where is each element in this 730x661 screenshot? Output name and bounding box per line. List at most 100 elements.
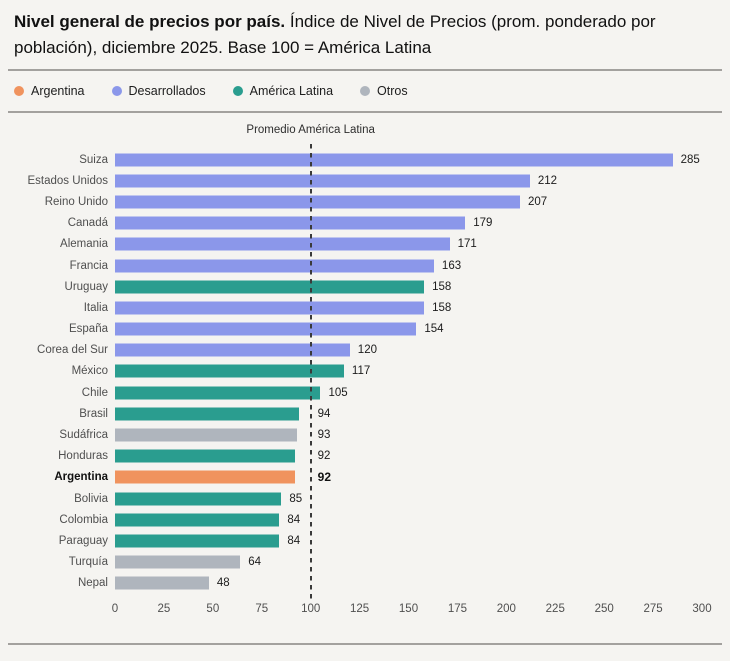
bar-reino-unido[interactable] [115,195,521,209]
x-tick-25: 25 [157,602,171,615]
bar-track-brasil: 94 [115,403,730,424]
x-tick-125: 125 [349,602,370,615]
bar-suiza[interactable] [115,153,673,167]
bar-corea-del-sur[interactable] [115,343,350,357]
argentina-color-dot-icon [14,86,24,96]
otros-color-dot-icon [360,86,371,96]
bar-track-mexico: 117 [115,361,730,382]
bar-colombia[interactable] [115,513,280,527]
title-subtitle-part: Índice de Nivel de Precios (prom. ponder… [14,12,656,57]
legend-item-desarrollados[interactable]: Desarrollados [111,84,206,98]
title-bold-part: Nivel general de precios por país. [14,12,286,31]
bar-row-argentina: Argentina 92 [0,467,730,488]
bar-row-brasil: Brasil 94 [0,403,730,424]
america-latina-color-dot-icon [232,86,243,96]
bar-row-colombia: Colombia 84 [0,509,730,530]
x-tick-150: 150 [398,602,419,615]
reference-line [309,144,312,602]
bar-row-honduras: Honduras 92 [0,446,730,467]
bar-estados-unidos[interactable] [115,174,530,188]
country-label-suiza: Suiza [79,153,108,166]
bar-value-nepal: 48 [216,577,230,590]
bar-track-espana: 154 [115,319,730,340]
country-label-nepal: Nepal [77,577,108,590]
bar-row-canada: Canadá 179 [0,213,730,234]
x-tick-175: 175 [447,602,467,615]
bar-value-suiza: 285 [680,153,700,166]
legend-label-desarrollados: Desarrollados [128,84,206,98]
country-label-turquia: Turquía [68,556,108,569]
country-label-espana: España [68,323,108,336]
bar-track-corea-del-sur: 120 [115,340,730,361]
bar-value-uruguay: 158 [432,280,452,293]
bar-value-turquia: 64 [248,556,262,569]
bar-value-corea-del-sur: 120 [357,344,377,357]
bottom-divider [8,643,722,645]
bar-track-colombia: 84 [115,509,730,530]
country-label-argentina: Argentina [54,471,108,484]
bar-row-suiza: Suiza 285 [0,149,730,170]
x-tick-300: 300 [692,602,712,615]
bar-row-reino-unido: Reino Unido 207 [0,191,730,212]
country-label-italia: Italia [83,301,108,314]
bar-track-suiza: 285 [115,149,730,170]
country-label-brasil: Brasil [79,407,108,420]
bar-value-estados-unidos: 212 [537,174,557,187]
legend-item-america-latina[interactable]: América Latina [232,84,333,98]
bar-row-corea-del-sur: Corea del Sur 120 [0,340,730,361]
bar-argentina[interactable] [115,470,295,484]
bar-honduras[interactable] [115,449,295,463]
bar-track-bolivia: 85 [115,488,730,509]
bar-brasil[interactable] [115,407,299,421]
bar-canada[interactable] [115,216,466,230]
bar-paraguay[interactable] [115,534,280,548]
bar-sudafrica[interactable] [115,428,297,442]
x-tick-75: 75 [255,602,269,615]
legend-item-otros[interactable]: Otros [360,84,408,98]
bar-uruguay[interactable] [115,280,425,294]
bar-value-francia: 163 [441,259,462,272]
x-tick-0: 0 [111,602,119,615]
bar-value-colombia: 84 [287,513,301,526]
country-label-honduras: Honduras [58,450,108,463]
bar-alemania[interactable] [115,237,450,251]
bar-italia[interactable] [115,301,425,315]
country-label-reino-unido: Reino Unido [44,195,108,208]
page-title: Nivel general de precios por país. Índic… [0,0,730,61]
x-tick-275: 275 [643,602,663,615]
country-label-bolivia: Bolivia [74,492,108,505]
bar-turquia[interactable] [115,555,241,569]
legend-label-otros: Otros [377,84,408,98]
country-label-alemania: Alemania [60,238,108,251]
title-divider [8,69,722,71]
bar-bolivia[interactable] [115,492,282,506]
bar-value-honduras: 92 [317,450,331,463]
bar-francia[interactable] [115,259,434,273]
bar-value-bolivia: 85 [289,492,303,505]
bar-row-paraguay: Paraguay 84 [0,530,730,551]
legend-item-argentina[interactable]: Argentina [14,84,85,98]
chart: Promedio América Latina Suiza 285 Estados … [0,113,730,646]
bar-espana[interactable] [115,322,417,336]
bar-mexico[interactable] [115,364,344,378]
bar-chile[interactable] [115,386,321,400]
x-tick-250: 250 [594,602,614,615]
legend: Argentina Desarrollados América Latina Otro… [0,71,730,111]
bar-track-argentina: 92 [115,467,730,488]
desarrollados-color-dot-icon [111,86,122,96]
x-tick-50: 50 [206,602,220,615]
x-tick-100: 100 [301,602,321,615]
bar-nepal[interactable] [115,576,209,590]
legend-label-argentina: Argentina [31,84,85,98]
country-label-mexico: México [71,365,108,378]
country-label-paraguay: Paraguay [58,534,108,547]
bar-track-reino-unido: 207 [115,191,730,212]
bar-value-argentina: 92 [317,470,332,485]
bar-track-chile: 105 [115,382,730,403]
bar-row-italia: Italia 158 [0,297,730,318]
bar-value-italia: 158 [432,301,452,314]
x-tick-225: 225 [545,602,565,615]
reference-line-label: Promedio América Latina [246,124,375,136]
x-tick-200: 200 [496,602,516,615]
bar-track-francia: 163 [115,255,730,276]
